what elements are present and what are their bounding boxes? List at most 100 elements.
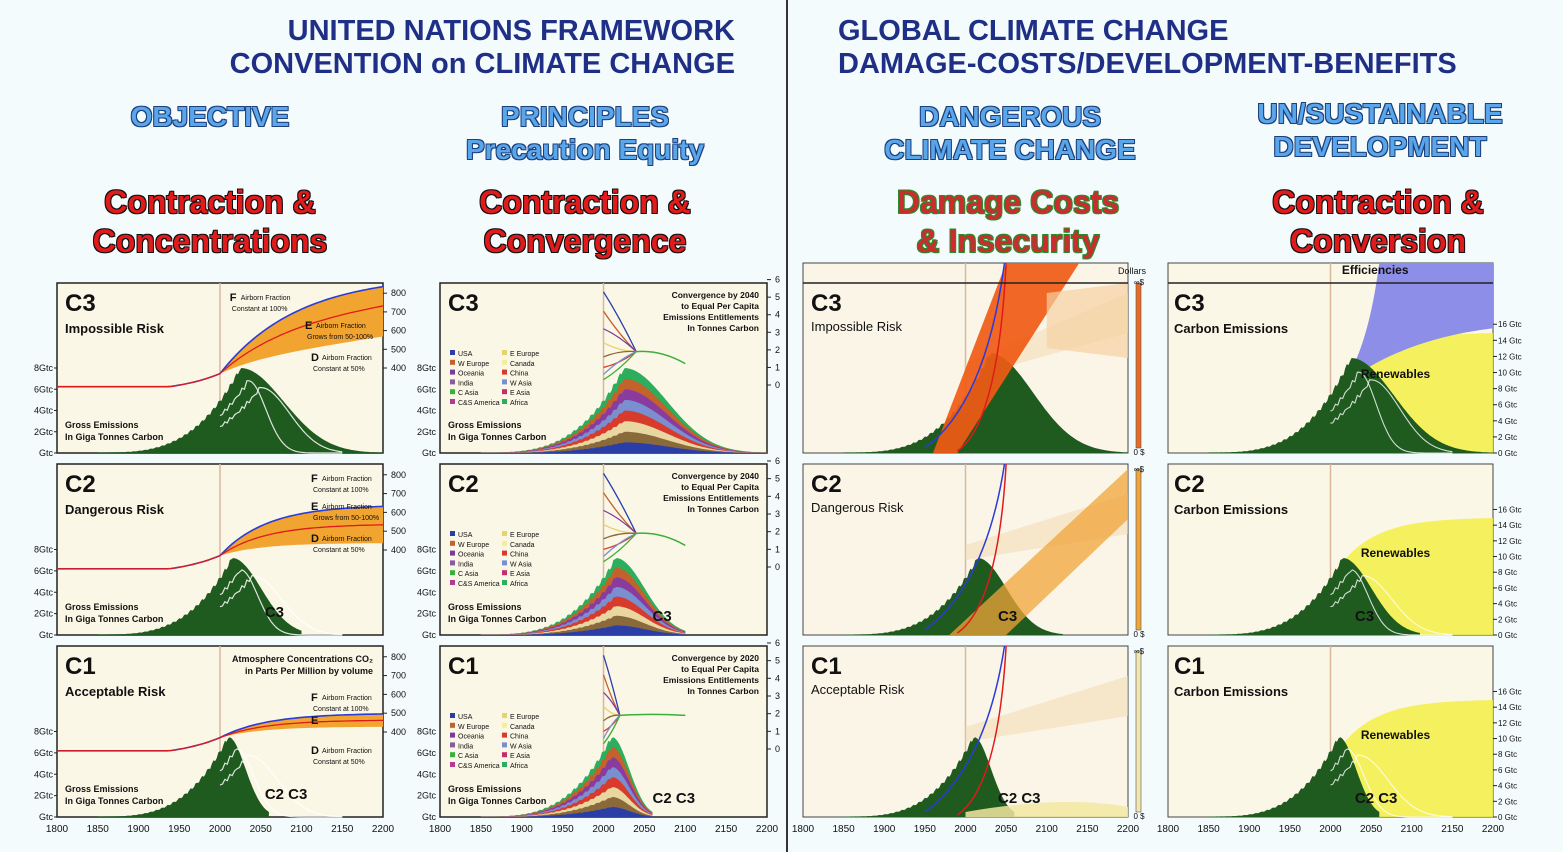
convergence-line [603,350,637,358]
legend-swatch [450,379,455,385]
x-tick-label: 1950 [1279,824,1302,835]
panel-0-2: Gtc 2Gtc 4Gtc 6Gtc 8Gtc 400 500 600 700 800 C1 Acce… [34,645,406,835]
percapita-tick-label: 2 [775,345,780,355]
x-tick-label: 2000 [592,824,615,835]
gtc-tick-label: 14 Gtc [1498,703,1522,712]
convergence-note: Convergence by 2020 [672,653,760,663]
emissions-label: Gross Emissions [65,602,139,612]
heading-sustainable-line2: DEVELOPMENT [1273,131,1487,162]
legend-label: India [458,380,473,387]
panel-risk: Carbon Emissions [1174,684,1288,699]
left-title-line1: UNITED NATIONS FRAMEWORK [287,15,735,47]
legend-label: W Asia [510,743,532,750]
contraction-line [219,386,343,453]
percapita-tick-label: 6 [775,456,780,466]
percapita-tick-label: 1 [775,544,780,554]
y-tick-label: 4Gtc [34,769,54,779]
x-tick-label: 1900 [873,824,896,835]
legend-label: Africa [510,763,528,770]
legend-swatch [450,350,455,355]
legend-swatch [502,379,507,385]
ppm-tick-label: 700 [391,671,406,681]
convergence-note: Emissions Entitlements [663,312,759,322]
legend-label: Canada [510,724,535,731]
ppm-tick-label: 500 [391,708,406,718]
airborne-fraction-sub: Constant at 100% [313,487,369,494]
ghost-scenario-label: C2 C3 [998,790,1041,807]
concentrations-header: Atmosphere Concentrations CO₂ [232,654,373,664]
legend-swatch [450,359,455,365]
legend-swatch [450,580,455,585]
ppm-tick-label: 600 [391,507,406,517]
panel-conversion-1: 0 Gtc 2 Gtc 4 Gtc 6 Gtc 8 Gtc 10 Gtc 12 Gtc 14 … [1167,463,1522,640]
legend-label: E Europe [510,351,539,358]
right-title-line2: DAMAGE-COSTS/DEVELOPMENT-BENEFITS [838,48,1457,80]
right-title: GLOBAL CLIMATE CHANGE DAMAGE-COSTS/DEVEL… [838,15,1457,81]
gtc-tick-label: 2 Gtc [1498,433,1517,442]
ghost-scenario-label: C3 [653,608,672,625]
legend-label: India [458,561,473,568]
emissions-label: In Giga Tonnes Carbon [65,432,163,442]
gtc-tick-label: 0 Gtc [1498,449,1517,458]
gtc-tick-label: 2 Gtc [1498,797,1517,806]
damage-curve-blue [924,262,1006,449]
ghost-scenario-label: C3 [1355,608,1374,625]
convergence-line [603,532,637,540]
efficiencies-area [1338,263,1493,389]
gtc-tick-label: 4 Gtc [1498,782,1517,791]
panel-damage-0: ∞$ 0 $ Dollars C3 Impossible Risk [802,262,1147,457]
legend-swatch [502,742,507,748]
panel-risk: Carbon Emissions [1174,502,1288,517]
damage-curve-blue [924,463,1006,631]
y-tick-label: 4Gtc [34,406,54,416]
convergence-line-equal [619,713,686,717]
ppm-tick-label: 400 [391,727,406,737]
emissions-area [1208,737,1380,817]
ghost-scenario-label: C2 C3 [1355,790,1398,807]
emissions-label: Gross Emissions [65,784,139,794]
x-tick-label: 2050 [633,824,656,835]
subtitle-convergence-line2: Convergence [483,223,687,259]
percapita-tick-label: 6 [775,275,780,285]
legend-label: C&S America [458,763,500,770]
dollar-scale-bar [1135,468,1142,631]
emissions-label: Gross Emissions [448,784,522,794]
gtc-tick-label: 0 Gtc [1498,813,1517,822]
legend-swatch [502,570,507,576]
percapita-tick-label: 5 [775,292,780,302]
gtc-tick-label: 2 Gtc [1498,615,1517,624]
convergence-note: to Equal Per Capita [681,482,759,492]
panel-risk: Impossible Risk [65,321,165,336]
panel-code: C2 [1174,471,1205,498]
legend-label: E Europe [510,532,539,539]
dollar-scale-label: Dollars [1118,266,1147,276]
legend-label: E Asia [510,390,530,397]
damage-band-faint [965,676,1128,742]
convergence-line [603,714,620,722]
emissions-area [843,737,1015,817]
efficiencies-label: Efficiencies [1342,263,1409,277]
heading-principles: PRINCIPLES Precaution Equity [425,100,745,166]
y-tick-label: 6Gtc [417,384,437,394]
dollar-scale-top: ∞$ [1134,278,1145,287]
airborne-fraction-sub: Constant at 100% [232,306,288,313]
heading-dangerous: DANGEROUS CLIMATE CHANGE [850,100,1170,166]
y-tick-label: 4Gtc [417,587,437,597]
airborne-fraction-letter: F [311,692,318,704]
gtc-tick-label: 16 Gtc [1498,505,1522,514]
ghost-scenario-label: C3 [998,608,1017,625]
legend-label: W Asia [510,380,532,387]
dollar-scale-bar [1135,282,1142,449]
y-tick-label: 8Gtc [34,545,54,555]
convergence-line [603,351,637,375]
y-tick-label: 2Gtc [417,427,437,437]
heading-principles-line2: Precaution Equity [465,134,705,165]
gtc-tick-label: 8 Gtc [1498,568,1517,577]
panel-damage-2: ∞$ 0 $ C1 Acceptable Risk C2 C3 1800 1850 1900 1… [792,645,1145,835]
convergence-note: to Equal Per Capita [681,664,759,674]
contraction-line [1330,748,1453,818]
legend-swatch [450,369,455,375]
legend-swatch [450,531,455,536]
x-tick-label: 2200 [756,824,779,835]
emissions-area [97,737,269,817]
